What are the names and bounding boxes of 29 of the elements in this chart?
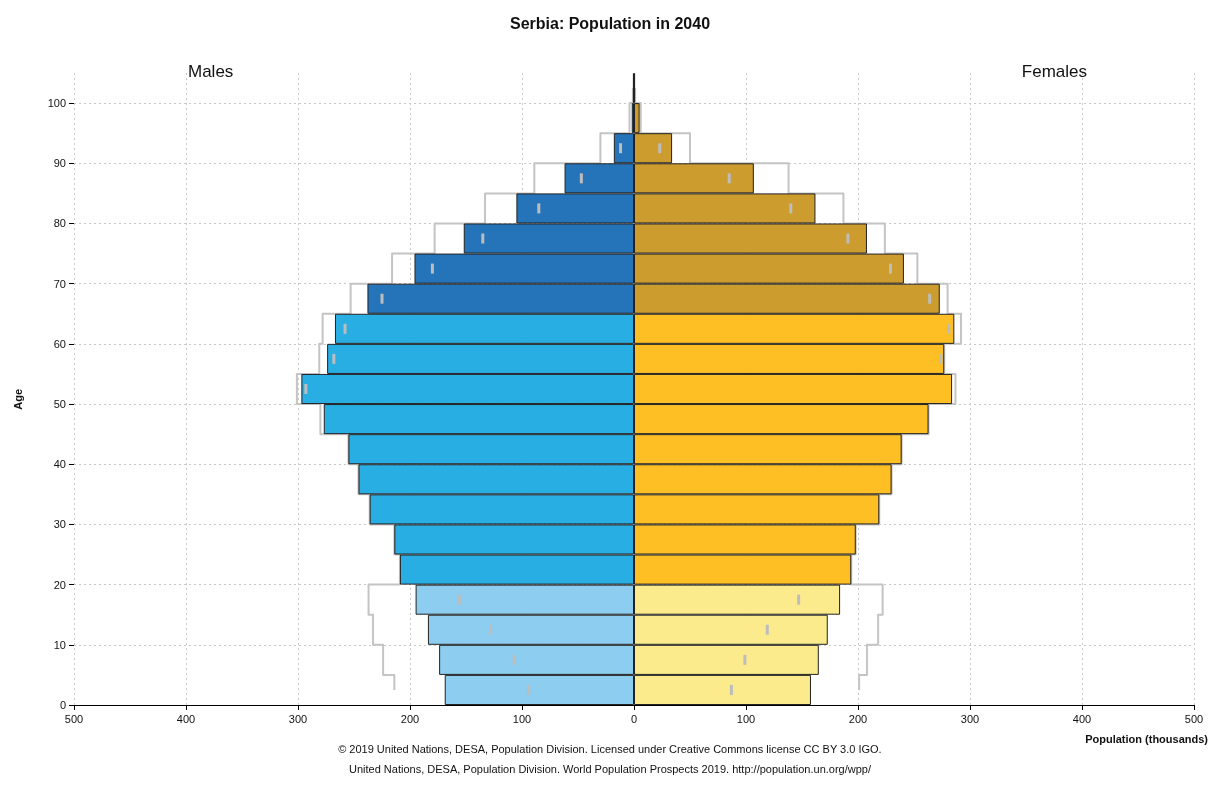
x-axis-title: Population (thousands) xyxy=(1085,732,1209,745)
x-tick-label: 200 xyxy=(848,712,868,725)
chart-title: Serbia: Population in 2040 xyxy=(509,14,711,32)
y-axis-title: Age xyxy=(11,389,24,410)
y-tick-label: 80 xyxy=(53,217,66,230)
text: United Nations, DESA, Population Division. World Population Prospects 2019. http://population.un.org/wpp/ xyxy=(349,762,872,775)
x-tick-label: 0 xyxy=(630,712,638,725)
annotation: Males xyxy=(188,62,234,81)
y-tick-label: 40 xyxy=(53,458,66,471)
y-tick-label: 0 xyxy=(59,699,66,711)
x-tick-label: 400 xyxy=(1072,712,1092,725)
y-tick-label: 60 xyxy=(53,337,66,350)
x-tick-label: 400 xyxy=(176,712,196,725)
y-tick-label: 30 xyxy=(53,518,66,531)
y-tick-label: 50 xyxy=(53,398,66,411)
x-tick-label: 500 xyxy=(1184,712,1204,725)
text: © 2019 United Nations, DESA, Population Division. Licensed under Creative Commons license CC BY 3.0 IGO. xyxy=(338,742,882,755)
y-tick-label: 70 xyxy=(53,277,66,290)
x-tick-label: 100 xyxy=(512,712,532,725)
x-tick-label: 300 xyxy=(288,712,308,725)
x-tick-label: 200 xyxy=(400,712,420,725)
y-tick-label: 10 xyxy=(53,638,66,651)
annotation: Females xyxy=(1021,62,1087,81)
x-tick-label: 500 xyxy=(64,712,84,725)
x-tick-label: 300 xyxy=(960,712,980,725)
y-tick-label: 20 xyxy=(53,578,66,591)
y-tick-label: 100 xyxy=(47,97,66,110)
y-tick-label: 90 xyxy=(53,157,66,170)
x-tick-label: 100 xyxy=(736,712,756,725)
